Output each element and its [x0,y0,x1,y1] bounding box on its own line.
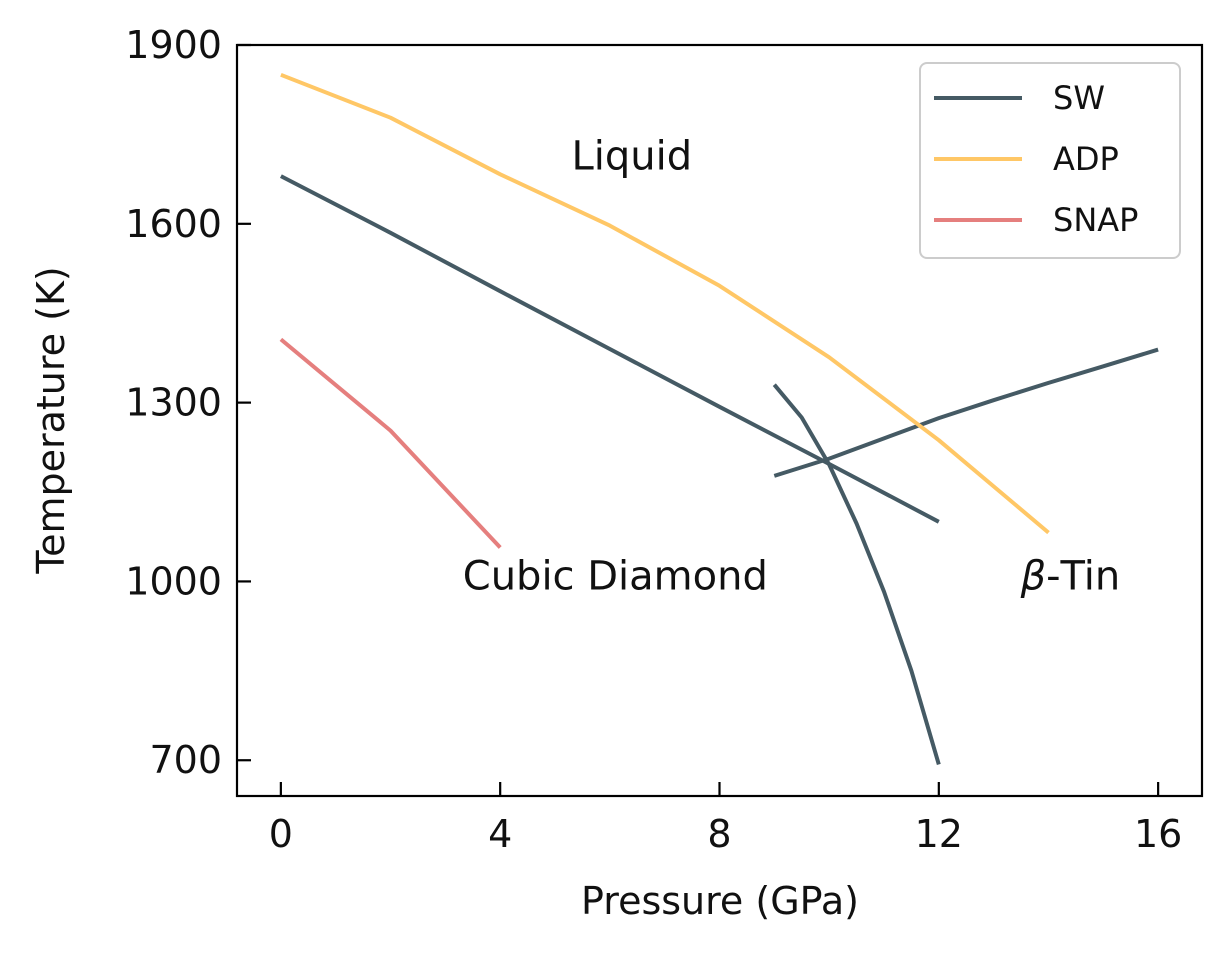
x-tick-label: 8 [707,812,731,856]
x-axis-label: Pressure (GPa) [581,879,859,923]
legend-label-snap: SNAP [1053,201,1138,239]
legend-box [919,62,1181,259]
series-adp-line-1 [280,72,1050,535]
series-sw-line-2 [773,347,1159,478]
series-sw-line-1 [279,174,940,524]
series-snap-line-1 [279,337,502,549]
y-tick-label: 1300 [125,381,222,425]
region-label-2: Cubic Diamond [463,553,768,599]
x-tick-label: 0 [269,812,293,856]
annotation-layer: Liquid Cubic Diamond β-Tin [463,133,1120,599]
y-tick-label: 1600 [125,202,222,246]
y-tick-label: 1000 [125,559,222,603]
x-tick-label: 12 [915,812,963,856]
series-layer [279,72,1159,765]
x-tick-label: 16 [1134,812,1182,856]
region-label-3: β-Tin [1020,553,1121,599]
y-axis-label: Temperature (K) [29,266,73,574]
legend: SW ADP SNAP [919,62,1181,259]
y-tick-label: 1900 [125,23,222,67]
legend-label-sw: SW [1053,79,1105,117]
series-sw-line-3 [772,383,941,765]
y-tick-label: 700 [149,738,222,782]
tick-layer: 0 4 8 12 16 700 1000 1300 1600 1900 [125,23,1182,856]
legend-label-adp: ADP [1053,140,1119,178]
region-label-1: Liquid [571,133,692,179]
x-tick-label: 4 [488,812,512,856]
